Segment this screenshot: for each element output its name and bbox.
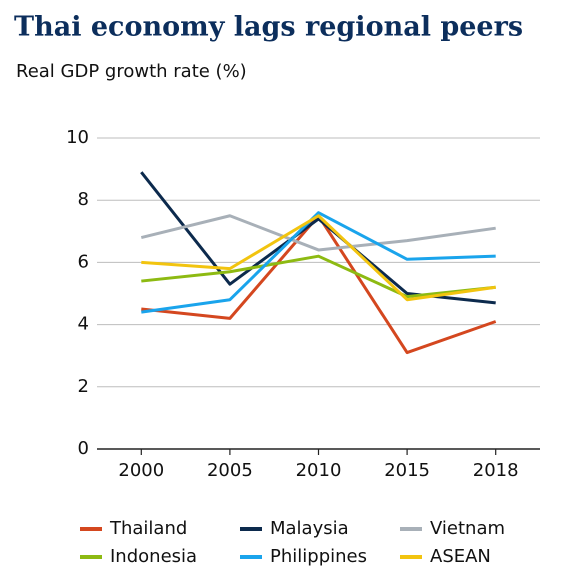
x-tick-label: 2010 xyxy=(296,460,342,481)
legend-label: Philippines xyxy=(270,546,367,567)
chart-title: Thai economy lags regional peers xyxy=(14,12,523,43)
y-tick-label: 8 xyxy=(78,189,89,210)
x-tick-label: 2005 xyxy=(207,460,253,481)
x-tick-label: 2000 xyxy=(118,460,164,481)
legend-label: Indonesia xyxy=(110,546,197,567)
line-series xyxy=(140,214,496,252)
y-tick-label: 2 xyxy=(78,376,89,397)
chart-subtitle: Real GDP growth rate (%) xyxy=(16,61,247,82)
y-tick-label: 4 xyxy=(78,314,89,335)
line-series xyxy=(141,254,496,299)
y-tick-label: 6 xyxy=(78,251,89,272)
legend-label: ASEAN xyxy=(430,546,491,567)
line-series xyxy=(141,211,496,314)
legend-label: Vietnam xyxy=(430,518,505,539)
y-tick-label: 10 xyxy=(66,127,89,148)
y-tick-label: 0 xyxy=(78,438,89,459)
x-tick-label: 2018 xyxy=(473,460,519,481)
x-tick-label: 2015 xyxy=(384,460,430,481)
line-series xyxy=(141,214,496,302)
legend-label: Thailand xyxy=(109,518,187,539)
legend-label: Malaysia xyxy=(270,518,349,539)
